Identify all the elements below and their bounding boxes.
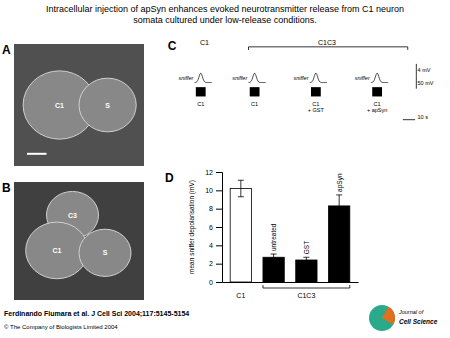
y-tick-label: 10 xyxy=(205,187,213,194)
bar-label: apSyn xyxy=(336,173,344,192)
sniffer-trace xyxy=(371,73,388,82)
cell-label: S xyxy=(103,249,108,256)
error-bar xyxy=(336,195,342,217)
panel-b: C3 C1 S xyxy=(14,182,144,300)
logo-text: Cell Science xyxy=(399,318,438,325)
scale-bar xyxy=(27,153,47,155)
y-tick-mark xyxy=(216,209,222,210)
y-tick-label: 0 xyxy=(209,279,213,286)
y-tick-mark xyxy=(216,282,222,283)
citation: Ferdinando Fiumara et al. J Cell Sci 200… xyxy=(4,310,189,318)
trace-label: sniffer xyxy=(232,75,248,81)
trace-label: C1+ GST xyxy=(308,101,325,113)
panel-label: A xyxy=(2,43,11,57)
plot-area xyxy=(230,180,350,282)
y-tick: 12 xyxy=(205,169,222,176)
stimulus-bar xyxy=(372,87,382,96)
stimulus-bar xyxy=(250,87,260,96)
x-axis-line xyxy=(223,282,359,283)
group-label: C1 xyxy=(200,39,209,46)
y-tick: 6 xyxy=(209,224,222,231)
background xyxy=(0,0,450,338)
x-axis xyxy=(223,282,359,283)
image-background xyxy=(14,44,144,166)
scale-bar xyxy=(403,119,415,120)
bar xyxy=(329,206,350,282)
image-background xyxy=(14,182,144,300)
trace-label: C1+ apSyn xyxy=(367,101,387,113)
title: Intracellular injection of apSyn enhance… xyxy=(46,4,404,14)
scale-bar xyxy=(416,76,417,88)
y-tick-mark xyxy=(216,264,222,265)
copyright: © The Company of Biologists Limited 2004 xyxy=(4,324,118,330)
chart-container: Intracellular injection of apSyn enhance… xyxy=(0,0,450,338)
y-tick: 8 xyxy=(209,205,222,212)
error-bar xyxy=(238,180,244,197)
error-bar xyxy=(303,257,309,263)
scale-bar xyxy=(416,64,417,76)
panel-label: C xyxy=(168,39,177,53)
y-tick: 2 xyxy=(209,260,222,267)
bar xyxy=(230,189,251,283)
y-tick-label: 4 xyxy=(209,242,213,249)
scale-label: 4 mV xyxy=(418,67,431,73)
y-tick-mark xyxy=(216,245,222,246)
panel-d: D 0 2 4 6 8 10 12 mean sniffer depolarisation (m… xyxy=(165,169,359,299)
stimulus-bar xyxy=(196,87,206,96)
group-label: C1C3 xyxy=(318,39,336,46)
bar-label: GST xyxy=(303,241,310,254)
group-label: C1 xyxy=(236,292,245,299)
cell-label: C1 xyxy=(52,247,61,254)
group-bracket xyxy=(263,285,350,288)
logo: Journal of Cell Science xyxy=(369,305,438,331)
group-label: C1C3 xyxy=(297,292,315,299)
y-tick-label: 2 xyxy=(209,260,213,267)
y-tick-label: 6 xyxy=(209,224,213,231)
trace-label: sniffer xyxy=(355,75,371,81)
stimulus-bar xyxy=(311,87,321,96)
annotation-line: + apSyn xyxy=(367,107,387,113)
scale-label: 50 mV xyxy=(418,80,434,86)
trace-label: C1 xyxy=(251,101,258,107)
figure: Intracellular injection of apSyn enhance… xyxy=(0,0,450,338)
y-axis-line xyxy=(216,173,223,283)
annotation-line: + GST xyxy=(308,107,325,113)
bar xyxy=(263,257,284,282)
y-axis: 0 2 4 6 8 10 12 xyxy=(205,169,222,286)
cell-label: C3 xyxy=(68,212,77,219)
error-bar xyxy=(271,254,277,260)
scale-label: 10 s xyxy=(418,114,429,120)
cell-label: C1 xyxy=(55,102,64,109)
logo-wedge xyxy=(382,307,395,325)
cell xyxy=(79,78,136,132)
logo-circle xyxy=(369,305,395,331)
bar-label: untreated xyxy=(270,223,277,251)
y-tick-label: 8 xyxy=(209,205,213,212)
y-tick: 4 xyxy=(209,242,222,249)
y-axis-title: mean sniffer depolarisation (mV) xyxy=(188,180,196,274)
sniffer-trace xyxy=(249,73,266,82)
trace-label: C1 xyxy=(197,101,204,107)
cell-label: S xyxy=(105,102,110,109)
panel-a: C1 S xyxy=(14,44,144,166)
panel-label: D xyxy=(165,171,174,185)
bar xyxy=(296,260,317,282)
y-tick-mark xyxy=(216,227,222,228)
sniffer-trace xyxy=(310,73,327,82)
y-tick: 10 xyxy=(205,187,222,194)
panel-label: B xyxy=(2,181,11,195)
y-tick-label: 12 xyxy=(205,169,213,176)
sniffer-trace xyxy=(195,73,212,82)
logo-text: Journal of xyxy=(398,309,424,315)
panel-c: C C1 C1C3 sniffer C1 sniffer C1 sniffer C1+ GST s… xyxy=(168,39,434,120)
y-tick-mark xyxy=(216,190,222,191)
group-bracket xyxy=(249,47,408,50)
subtitle: somata cultured under low-release condit… xyxy=(133,15,317,25)
y-tick: 0 xyxy=(209,279,222,286)
trace-label: sniffer xyxy=(178,75,194,81)
cell xyxy=(79,229,131,276)
y-tick-mark xyxy=(216,172,222,173)
trace-label: sniffer xyxy=(294,75,310,81)
